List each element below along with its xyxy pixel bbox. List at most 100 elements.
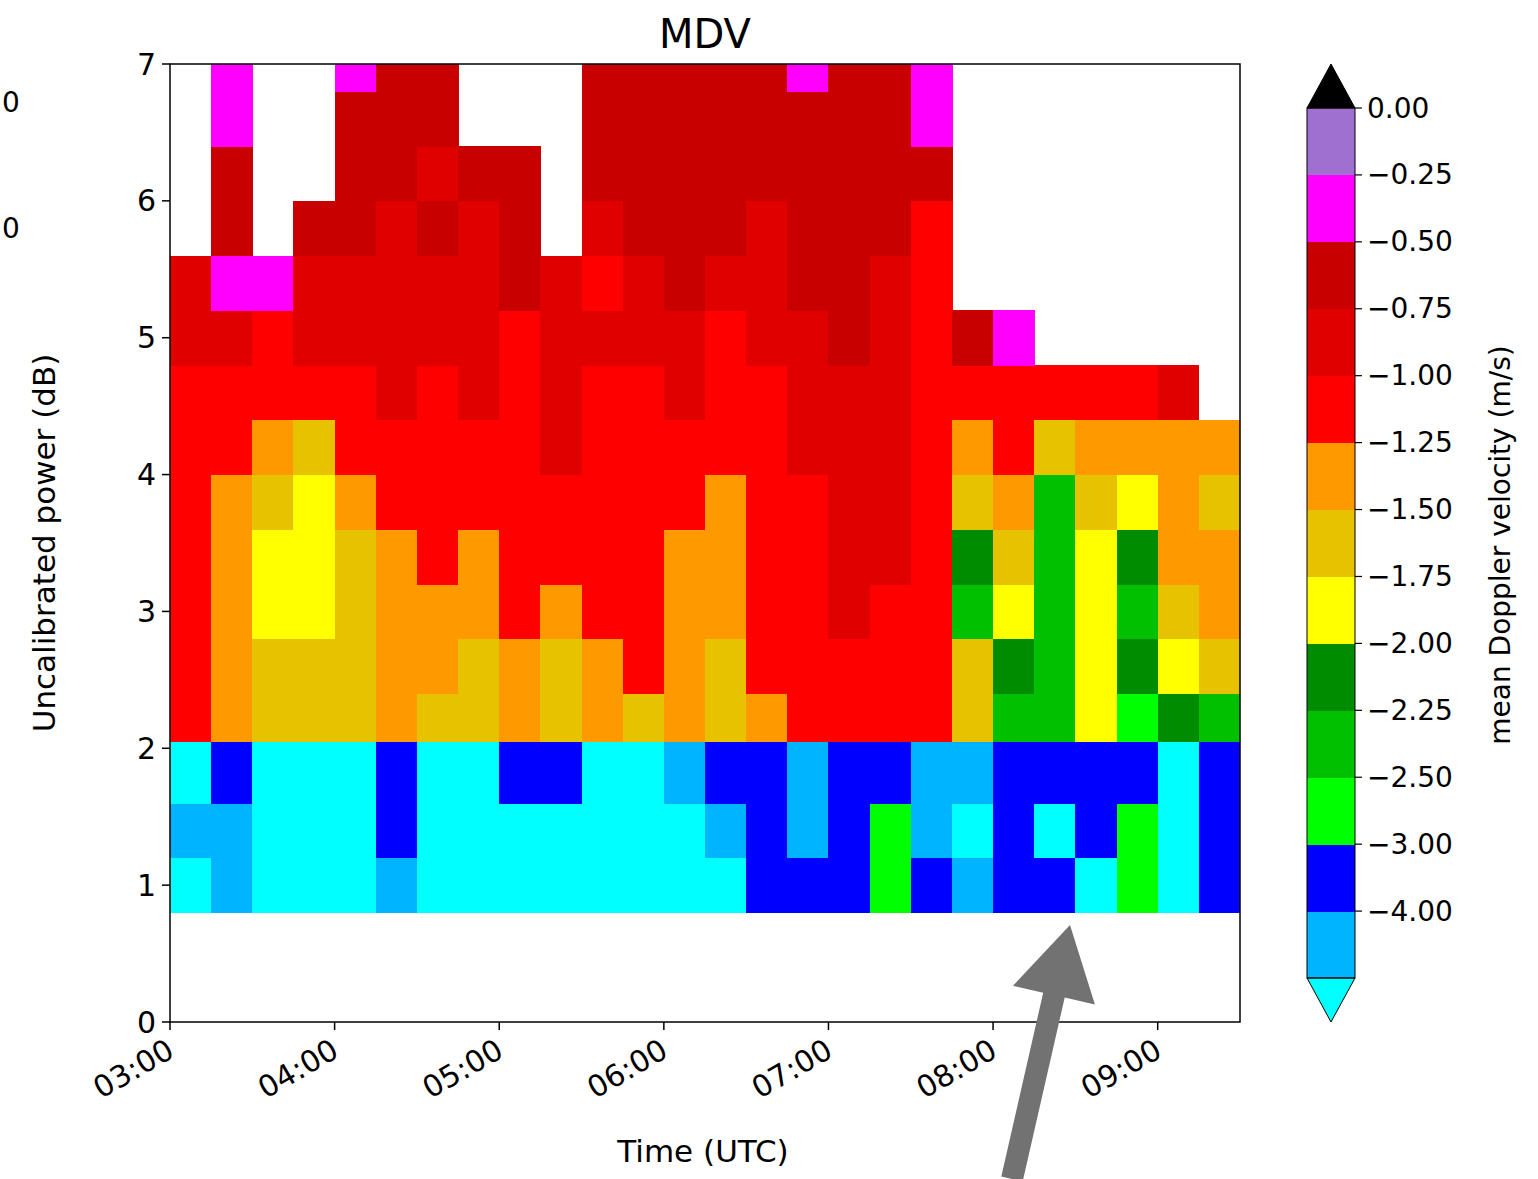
cell [293, 858, 335, 913]
cell [458, 475, 500, 530]
cell [1075, 741, 1117, 803]
cell [828, 639, 870, 694]
cell [170, 365, 212, 420]
cell [417, 639, 459, 694]
cell [458, 639, 500, 694]
cell [582, 201, 624, 256]
cell [293, 201, 335, 256]
cell [746, 741, 788, 803]
cell [499, 256, 541, 311]
cell [911, 639, 953, 694]
cell [293, 694, 335, 743]
cell [211, 584, 253, 639]
cell [582, 803, 624, 858]
cell [170, 584, 212, 639]
colorbar-tick [1355, 174, 1362, 175]
y-tick [162, 337, 170, 339]
cell [499, 420, 541, 475]
cell [1075, 365, 1117, 420]
cell [540, 639, 582, 694]
cell [870, 694, 912, 743]
cell [458, 584, 500, 639]
cell [828, 803, 870, 858]
cell [335, 529, 377, 584]
cell [417, 420, 459, 475]
cell [1034, 420, 1076, 475]
cell [211, 256, 253, 311]
cell [828, 858, 870, 913]
cell [664, 310, 706, 365]
y-tick-label: 6 [137, 183, 156, 218]
cell [1034, 365, 1076, 420]
cell [1199, 741, 1240, 803]
cell [211, 803, 253, 858]
cell [993, 858, 1035, 913]
cell [870, 146, 912, 201]
cell [623, 201, 665, 256]
cell [870, 529, 912, 584]
cell [376, 741, 418, 803]
cell [252, 420, 294, 475]
cell [582, 420, 624, 475]
cell [376, 529, 418, 584]
cell [170, 420, 212, 475]
colorbar-tick [1355, 442, 1362, 443]
cell [458, 858, 500, 913]
cell [787, 639, 829, 694]
colorbar-segment [1307, 643, 1355, 710]
cell [1034, 803, 1076, 858]
annotation-arrow [1001, 925, 1095, 1179]
cell [417, 741, 459, 803]
cell [870, 201, 912, 256]
cell [787, 803, 829, 858]
plot-frame [170, 64, 1240, 1022]
y-tick-label: 2 [137, 731, 156, 766]
cell [211, 858, 253, 913]
cell [582, 694, 624, 743]
cell [335, 475, 377, 530]
cell [417, 256, 459, 311]
cell [952, 858, 994, 913]
x-axis-title: Time (UTC) [616, 1133, 788, 1169]
cell [417, 858, 459, 913]
cell [293, 584, 335, 639]
cell [211, 365, 253, 420]
cell [787, 694, 829, 743]
cell [582, 475, 624, 530]
cell [417, 365, 459, 420]
cell [376, 365, 418, 420]
cell [828, 420, 870, 475]
cell [623, 475, 665, 530]
cell [335, 256, 377, 311]
cell [787, 64, 829, 92]
cell [787, 475, 829, 530]
cell [458, 146, 500, 201]
cell [993, 639, 1035, 694]
colorbar-segment [1307, 576, 1355, 643]
x-tick-label: 05:00 [416, 1032, 508, 1106]
cell [746, 639, 788, 694]
colorbar-tick [1355, 509, 1362, 510]
colorbar-tick [1355, 576, 1362, 577]
cell [870, 365, 912, 420]
cell [458, 741, 500, 803]
cell [540, 741, 582, 803]
cell [870, 803, 912, 858]
x-tick-label: 06:00 [581, 1032, 673, 1106]
cell [1075, 858, 1117, 913]
cell [828, 584, 870, 639]
cell [252, 694, 294, 743]
colorbar-tick [1355, 777, 1362, 778]
y-tick-label: 5 [137, 320, 156, 355]
cell [664, 256, 706, 311]
cell [211, 146, 253, 201]
cell [458, 201, 500, 256]
cell [417, 201, 459, 256]
cell [828, 64, 870, 92]
cell [952, 529, 994, 584]
cell [499, 803, 541, 858]
y-tick-label: 7 [137, 47, 156, 82]
cell [911, 475, 953, 530]
cell [787, 584, 829, 639]
cell [376, 201, 418, 256]
